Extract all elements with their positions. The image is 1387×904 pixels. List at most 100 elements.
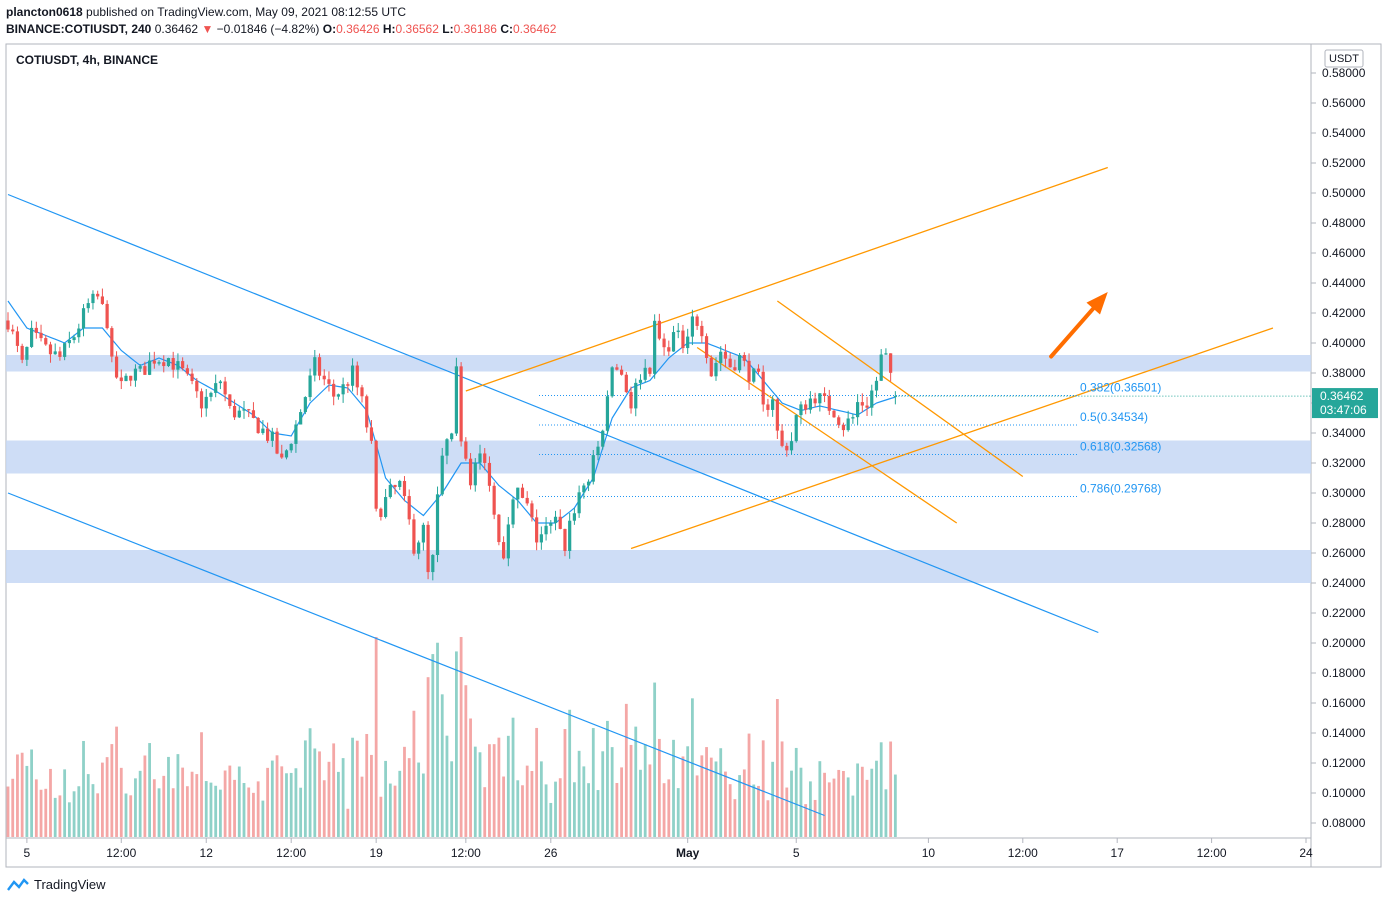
candle-body [568, 520, 572, 551]
volume-bar [247, 787, 251, 837]
candle-body [827, 395, 831, 411]
volume-bar [667, 779, 671, 837]
candle-body [256, 417, 260, 434]
volume-bar [252, 792, 255, 837]
symbol-label: BINANCE:COTIUSDT, 240 [6, 22, 152, 36]
currency-badge[interactable] [1324, 49, 1364, 68]
candle-body [572, 513, 576, 521]
candle-body [638, 379, 643, 383]
volume-bar [601, 751, 605, 837]
candle-body [804, 404, 808, 410]
volume-bar [6, 786, 10, 837]
candle-body [591, 455, 595, 482]
candle-body [308, 375, 312, 398]
volume-bar [516, 780, 520, 837]
candle-body [209, 392, 213, 397]
price-tick-label: 0.42000 [1322, 306, 1366, 320]
footer-brand-label: TradingView [34, 877, 106, 892]
low-value: 0.36186 [453, 22, 497, 36]
price-tick-label: 0.32000 [1322, 456, 1366, 470]
candle-body [837, 417, 841, 425]
candle-body [303, 397, 307, 413]
candle-body [459, 366, 463, 442]
candle-body [374, 440, 378, 509]
candle-body [695, 316, 699, 326]
volume-bar [691, 698, 694, 837]
candle-body [195, 381, 199, 392]
volume-bar [299, 787, 303, 837]
volume-bar [771, 761, 775, 837]
volume-bar [615, 782, 619, 837]
candle-body [435, 494, 440, 556]
volume-bar [766, 800, 770, 837]
volume-bar [497, 737, 501, 837]
volume-bar [875, 760, 878, 837]
candle-body [266, 428, 270, 441]
price-tick-label: 0.44000 [1322, 276, 1366, 290]
volume-bar [417, 762, 421, 837]
time-tick-label: 5 [24, 846, 31, 860]
open-label: O: [322, 22, 337, 36]
volume-bar [431, 654, 435, 837]
volume-bar [676, 788, 680, 837]
candle-body [577, 492, 581, 514]
author-name[interactable]: plancton0618 [6, 5, 83, 19]
volume-bar [332, 743, 336, 837]
candle-body [398, 480, 402, 487]
candle-body [355, 365, 359, 388]
price-tick-label: 0.54000 [1322, 126, 1366, 140]
volume-bar [384, 760, 387, 837]
candle-body [91, 293, 95, 304]
volume-bar [549, 802, 553, 837]
time-tick-label: 12:00 [1008, 846, 1038, 860]
volume-bar [606, 720, 609, 837]
candle-body [350, 365, 355, 386]
candle-body [681, 330, 685, 349]
candle-body [832, 410, 836, 418]
volume-bar [587, 783, 590, 837]
candle-body [789, 441, 794, 451]
volume-bar [403, 746, 406, 837]
candle-body [34, 327, 38, 333]
volume-bar [662, 783, 666, 837]
candle-body [72, 337, 76, 341]
candle-body [464, 441, 468, 459]
candle-body [742, 355, 746, 361]
tradingview-logo-icon [7, 877, 29, 891]
price-tick-label: 0.16000 [1322, 696, 1366, 710]
candle-body [100, 296, 104, 304]
fib-level-label: 0.5(0.34534) [1080, 410, 1148, 424]
volume-bar [204, 781, 208, 837]
volume-bar [421, 773, 425, 837]
volume-bar [473, 746, 477, 837]
volume-bar [851, 795, 855, 837]
volume-bar [506, 735, 510, 837]
footer-brand[interactable]: TradingView [6, 877, 106, 892]
candle-body [289, 443, 293, 451]
volume-bar [185, 786, 189, 837]
volume-bar [242, 783, 246, 837]
candle-body [506, 524, 510, 559]
candle-body [700, 325, 704, 337]
volume-bar [138, 770, 142, 837]
time-tick-label: 12:00 [106, 846, 136, 860]
volume-bar [228, 765, 232, 837]
orange-trendline-3 [696, 346, 958, 524]
candle-body [284, 450, 289, 458]
price-tick-label: 0.28000 [1322, 516, 1366, 530]
volume-bar [72, 791, 76, 837]
candle-body [199, 391, 204, 409]
candle-body [138, 366, 142, 369]
volume-bar [233, 779, 236, 837]
candle-body [634, 382, 638, 409]
candle-body [223, 381, 227, 395]
time-tick-label: 12 [200, 846, 214, 860]
volume-bar [889, 741, 893, 837]
candle-body [157, 362, 161, 364]
candle-body [313, 357, 317, 376]
fib-level-label: 0.618(0.32568) [1080, 439, 1161, 453]
candle-body [190, 373, 194, 382]
volume-bar [407, 758, 411, 837]
candle-body [709, 357, 713, 377]
